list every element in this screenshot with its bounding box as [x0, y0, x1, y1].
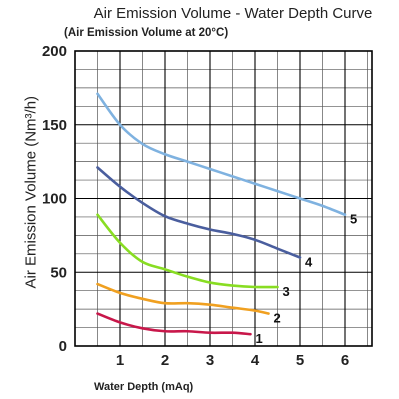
grid-minor: [75, 51, 372, 346]
series-label-5: 5: [350, 212, 357, 227]
series-label-4: 4: [305, 255, 313, 270]
series-line-5: [96, 92, 347, 217]
series-line-4: [96, 166, 302, 259]
y-tick-label: 200: [42, 43, 67, 60]
grid-major: [75, 51, 372, 346]
y-tick-label: 150: [42, 117, 67, 134]
x-tick-label: 2: [161, 352, 169, 369]
plot-frame: [74, 50, 373, 347]
x-tick-label: 3: [206, 352, 214, 369]
series-label-3: 3: [283, 284, 290, 299]
chart-title: Air Emission Volume - Water Depth Curve: [93, 5, 373, 22]
x-tick-label: 4: [251, 352, 260, 369]
x-tick-label: 6: [341, 352, 349, 369]
x-tick-label: 5: [296, 352, 304, 369]
x-axis-label: Water Depth (mAq): [94, 381, 194, 393]
y-tick-label: 50: [50, 264, 67, 281]
y-tick-label: 0: [59, 338, 67, 355]
x-tick-label: 1: [116, 352, 124, 369]
series-label-2: 2: [274, 311, 281, 326]
series-line-1: [96, 312, 252, 336]
chart-subtitle: (Air Emission Volume at 20°C): [64, 27, 229, 39]
series-line-3: [96, 213, 279, 289]
y-tick-label: 100: [42, 191, 67, 208]
series-label-1: 1: [256, 331, 263, 346]
series-line-2: [96, 282, 270, 315]
